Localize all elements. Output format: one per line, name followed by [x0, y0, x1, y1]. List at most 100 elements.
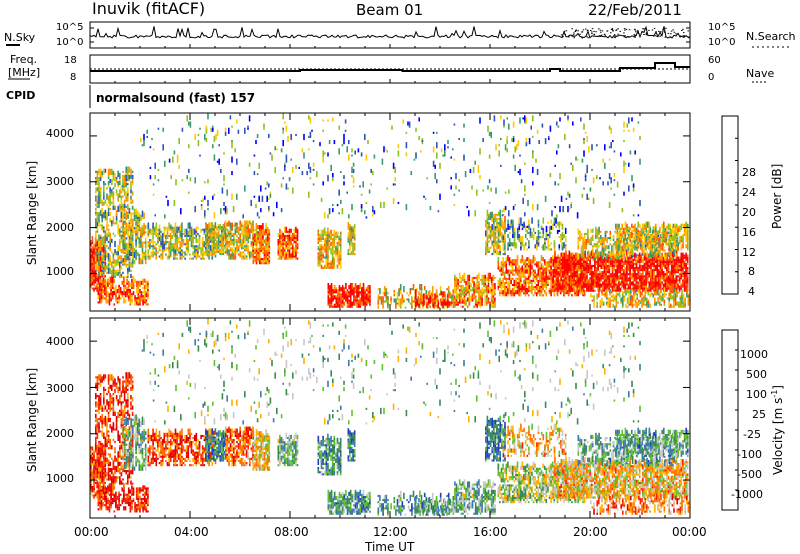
xtick-label: 16:00 — [473, 525, 508, 539]
power-cell — [417, 296, 420, 303]
power-cell — [293, 249, 296, 252]
velocity-cell — [219, 430, 221, 437]
velocity-cell — [225, 443, 227, 450]
velocity-cell — [112, 384, 115, 387]
velocity-cell — [161, 439, 164, 446]
power-cell — [236, 245, 238, 252]
power-cell — [100, 297, 103, 302]
velocity-cell — [265, 445, 267, 448]
power-cell — [361, 295, 363, 298]
power-cell — [387, 300, 389, 307]
power-cell — [257, 225, 259, 230]
velocity-cell — [145, 506, 148, 509]
velocity-cell — [211, 440, 213, 443]
velocity-cell — [242, 462, 245, 465]
power-cell — [398, 304, 400, 307]
velocity-cell — [349, 496, 352, 499]
power-cell — [383, 286, 386, 291]
power-cbar-tick: 12 — [742, 246, 756, 259]
power-cell — [436, 294, 439, 299]
power-cell — [352, 226, 354, 229]
velocity-cell — [141, 422, 144, 425]
velocity-cell — [137, 506, 140, 511]
velocity-cell — [166, 453, 169, 456]
power-cell — [123, 181, 126, 186]
power-cell — [112, 257, 115, 262]
velocity-cell — [98, 440, 100, 443]
velocity-cell — [333, 491, 336, 496]
velocity-cell — [96, 445, 99, 448]
velocity-cell — [282, 462, 284, 465]
velocity-cell — [143, 506, 146, 511]
velocity-cell — [102, 495, 104, 498]
velocity-cell — [138, 464, 141, 471]
power-cell — [158, 234, 161, 242]
power-cell — [333, 244, 336, 249]
power-cell — [115, 271, 118, 276]
power-cell — [112, 216, 115, 221]
power-cell — [293, 247, 296, 250]
velocity-cell — [124, 493, 127, 496]
velocity-cell — [127, 499, 130, 502]
velocity-cell — [120, 409, 123, 414]
power-cell — [128, 166, 131, 173]
power-cell — [132, 247, 134, 252]
power-cell — [168, 222, 170, 229]
velocity-cell — [221, 432, 223, 435]
velocity-cell — [101, 418, 103, 425]
power-cell — [362, 301, 365, 304]
power-cell — [98, 269, 100, 276]
power-cell — [206, 232, 209, 235]
power-cell — [377, 294, 380, 297]
velocity-cell — [262, 458, 264, 461]
power-cell — [268, 245, 271, 248]
power-cell — [91, 250, 94, 257]
power-cell — [336, 254, 339, 261]
power-cell — [353, 287, 355, 294]
power-cell — [147, 243, 150, 246]
power-cell — [173, 257, 175, 260]
power-cell — [338, 260, 340, 263]
power-cell — [288, 249, 291, 252]
velocity-cell — [291, 459, 294, 462]
power-cell — [152, 222, 154, 229]
velocity-cell — [138, 460, 141, 465]
power-cell — [114, 261, 116, 268]
power-cell — [119, 293, 122, 296]
velocity-cell — [279, 462, 281, 465]
velocity-cell — [325, 460, 328, 465]
power-cell — [122, 179, 124, 186]
power-cell — [383, 288, 386, 293]
velocity-cell — [91, 486, 94, 493]
power-cell — [367, 293, 370, 296]
power-cell — [107, 224, 110, 227]
power-cell — [123, 207, 126, 212]
power-cell — [229, 234, 232, 237]
velocity-cell — [353, 508, 355, 513]
power-cell — [411, 298, 413, 303]
velocity-cell — [295, 459, 297, 467]
velocity-cell — [90, 490, 92, 493]
power-cell — [222, 228, 225, 233]
power-cell — [141, 229, 144, 234]
power-cell — [131, 205, 134, 210]
velocity-cell — [128, 435, 131, 438]
velocity-cell — [336, 452, 339, 457]
velocity-echo-region — [225, 426, 254, 467]
velocity-cell — [111, 430, 113, 433]
velocity-cell — [120, 480, 123, 485]
velocity-cell — [176, 451, 178, 458]
velocity-cell — [136, 435, 139, 442]
power-cell — [349, 224, 351, 229]
power-cell — [252, 230, 254, 237]
power-cell — [130, 237, 133, 240]
velocity-cell — [115, 478, 118, 483]
power-cell — [338, 301, 341, 304]
power-cell — [328, 242, 331, 247]
power-cell — [117, 205, 119, 212]
power-cell — [233, 257, 235, 260]
power-cell — [114, 234, 116, 237]
power-cell — [225, 245, 227, 248]
power-cell — [137, 299, 140, 304]
power-cell — [176, 239, 178, 242]
